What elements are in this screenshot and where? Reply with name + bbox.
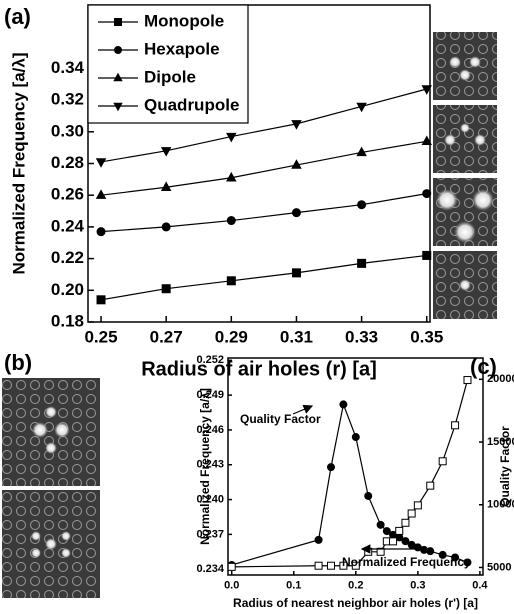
x-tick-label: 0.35 (410, 328, 443, 347)
marker (227, 217, 235, 225)
x-tick-label: 0.1 (286, 579, 301, 591)
x-tick-label: 0.25 (84, 328, 117, 347)
x-tick-label: 0.33 (345, 328, 378, 347)
series-annotation: Normalized Frequency (342, 555, 471, 569)
x-tick-label: 0.4 (472, 579, 488, 591)
marker (396, 527, 403, 534)
legend-label: Dipole (144, 67, 196, 86)
marker (427, 548, 434, 555)
marker (352, 434, 359, 441)
x-axis-label: Radius of nearest neighbor air holes (r'… (233, 596, 478, 610)
x-tick-label: 0.0 (224, 579, 239, 591)
marker (227, 277, 235, 285)
x-tick-label: 0.3 (410, 579, 425, 591)
marker (97, 228, 105, 236)
x-tick-label: 0.27 (150, 328, 183, 347)
legend-label: Hexapole (144, 39, 220, 58)
marker (228, 563, 235, 570)
series-line (101, 141, 427, 195)
marker (327, 464, 334, 471)
marker (315, 536, 322, 543)
marker (414, 502, 421, 509)
x-tick-label: 0.2 (348, 579, 363, 591)
marker (402, 519, 409, 526)
chart: 0.25 0.27 0.29 0.31 0.33 0.35 0.18 0.20 0.22 0.24… (9, 5, 443, 380)
x-axis-label: Radius of air holes (r) [a] (141, 358, 377, 380)
figure: (a) (b) (c) 0.250.270.290.310.330.350.18… (0, 0, 514, 614)
y-axis-label: Normalized Frequency [a/λ] (198, 388, 212, 545)
marker (377, 521, 384, 528)
mode-image (433, 32, 497, 100)
y2-axis-label: Quality Factor (498, 426, 512, 507)
marker (162, 285, 170, 293)
y2-tick-label: 20000 (487, 373, 514, 385)
marker (423, 190, 431, 198)
x-tick-label: 0.29 (215, 328, 248, 347)
marker (327, 562, 334, 569)
marker (452, 422, 459, 429)
mode-image (2, 378, 100, 486)
y-tick-label: 0.252 (196, 354, 224, 366)
x-tick-label: 0.31 (280, 328, 313, 347)
y-tick-label: 0.34 (51, 58, 85, 77)
marker (358, 201, 366, 209)
marker (292, 269, 300, 277)
marker (162, 223, 170, 231)
y-tick-label: 0.26 (51, 185, 84, 204)
plot-frame (228, 358, 483, 575)
marker (390, 538, 397, 545)
marker (315, 562, 322, 569)
marker (292, 209, 300, 217)
y-tick-label: 0.22 (51, 248, 84, 267)
series-line (232, 380, 468, 567)
marker (115, 19, 122, 26)
marker (464, 377, 471, 384)
y-axis-label: Normalized Frequency [a/λ] (9, 52, 28, 274)
marker (423, 251, 431, 259)
y-tick-label: 0.234 (196, 563, 224, 575)
series-line (101, 194, 427, 232)
marker (97, 159, 106, 167)
mode-image (433, 105, 497, 173)
marker (115, 47, 122, 54)
marker (340, 401, 347, 408)
marker (408, 510, 415, 517)
legend-label: Quadrupole (144, 95, 239, 114)
y-tick-label: 0.20 (51, 280, 84, 299)
y-tick-label: 0.24 (51, 216, 85, 235)
legend-label: Monopole (144, 11, 224, 30)
marker (365, 492, 372, 499)
y-tick-label: 0.18 (51, 311, 84, 330)
y-tick-label: 0.32 (51, 90, 84, 109)
marker (439, 458, 446, 465)
panel-label: (b) (4, 350, 32, 375)
series-annotation: Quality Factor (240, 412, 321, 426)
y-tick-label: 0.30 (51, 121, 84, 140)
panel-label: (a) (4, 4, 31, 29)
marker (97, 296, 105, 304)
y-tick-label: 0.28 (51, 153, 84, 172)
marker (358, 259, 366, 267)
marker (427, 482, 434, 489)
series-line (101, 255, 427, 299)
y2-tick-label: 5000 (487, 561, 511, 573)
